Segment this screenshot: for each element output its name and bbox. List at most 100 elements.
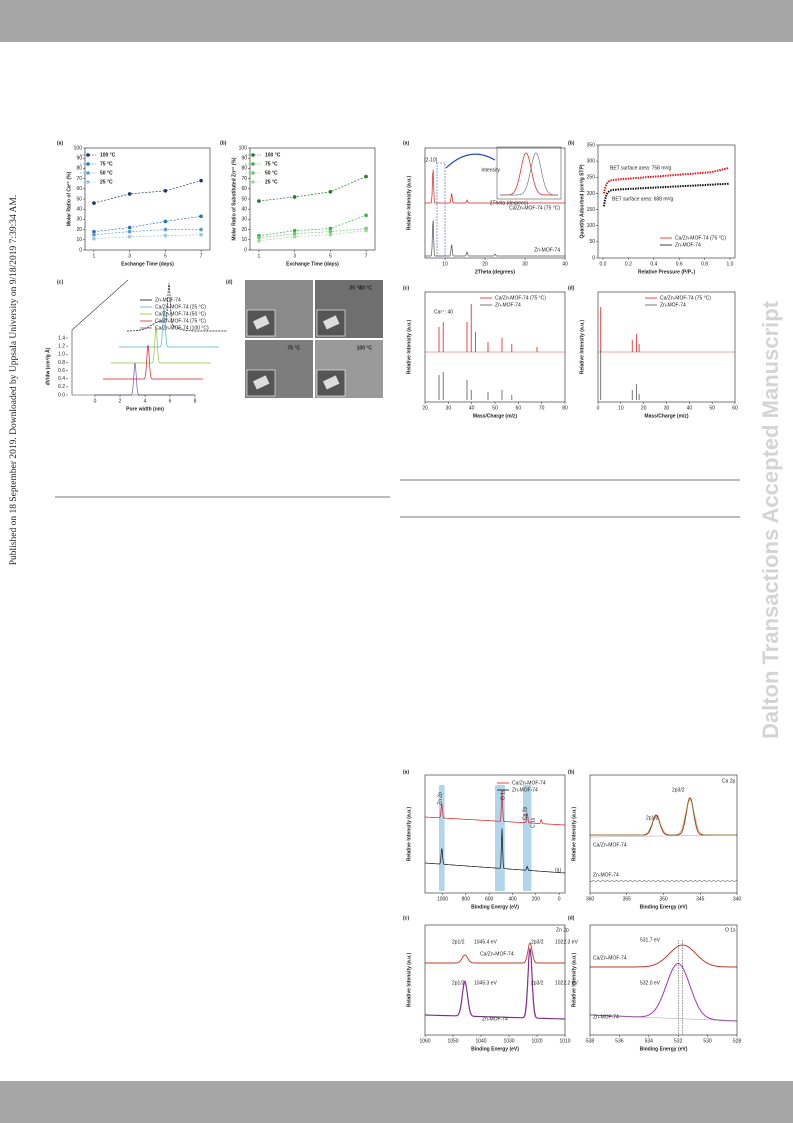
data-point (127, 234, 132, 239)
x-tick-label: 0 (597, 405, 600, 411)
x-tick-label: 5 (164, 253, 167, 259)
annotation: Zn-MOF-74 (534, 247, 560, 253)
x-tick-label: 1020 (531, 1038, 542, 1044)
y-tick-label: 30 (76, 217, 82, 223)
y-tick-label: 1.2 (58, 343, 65, 349)
data-point (292, 231, 297, 236)
annotation: BET surface area: 688 m²/g (612, 196, 674, 202)
x-tick-label: 350 (659, 896, 668, 902)
x-tick-label: 532 (674, 1038, 683, 1044)
y-axis-label: Relative Intensity (a.u.) (406, 952, 412, 1007)
series-line (93, 229, 202, 236)
x-tick-label: 0 (558, 896, 561, 902)
header-bar (0, 0, 793, 42)
annotation: O 1s (725, 927, 736, 933)
legend-label: Zn-MOF-74 (495, 302, 521, 308)
x-tick-label: 20 (641, 405, 647, 411)
annotation: 532.0 eV (640, 980, 661, 986)
legend-label: Ca/Zn-MOF-74 (512, 780, 546, 786)
annotation: Ca²⁺: 40 (434, 309, 453, 315)
data-point (364, 174, 368, 179)
watermark: Dalton Transactions Accepted Manuscript (758, 300, 783, 739)
annotation: Zn-MOF-74 (593, 872, 619, 878)
x-tick-label: 600 (485, 896, 494, 902)
curve (425, 828, 565, 874)
data-point (163, 219, 168, 224)
curve (103, 344, 203, 380)
series-line (93, 215, 202, 232)
highlight (436, 162, 446, 257)
data-point (364, 228, 368, 233)
y-tick-label: 60 (76, 186, 82, 192)
data-point (364, 213, 368, 218)
y-tick-label: 350 (587, 142, 596, 148)
legend-label: Ca/Zn-MOF-74 (100 °C) (155, 325, 209, 331)
x-tick-label: 1050 (447, 1038, 458, 1044)
y-axis-label: Relative Intensity (a.u.) (406, 319, 412, 374)
x-axis-label: Mass/Charge (m/z) (473, 413, 518, 419)
y-tick-label: 30 (241, 217, 247, 223)
x-tick-label: 3 (293, 253, 296, 259)
annotation: Zn 2p (556, 927, 569, 933)
y-tick-label: 0 (592, 255, 595, 261)
x-tick-label: 40 (687, 405, 693, 411)
annotation: 531.7 eV (640, 937, 661, 943)
annotation: Ca/Zn-MOF-74 (75 °C) (509, 205, 560, 211)
panel-label: (d) (568, 285, 575, 291)
x-tick-label: 0 (94, 398, 97, 404)
x-tick-label: 345 (696, 896, 705, 902)
legend-label: 50 °C (100, 170, 113, 176)
x-tick-label: 40 (562, 261, 568, 267)
x-tick-label: 5 (329, 253, 332, 259)
y-tick-label: 100 (587, 223, 596, 229)
x-tick-label: 1010 (559, 1038, 570, 1044)
data-point (92, 236, 96, 241)
annotation: 2p3/2 (531, 939, 544, 945)
x-tick-label: 60 (732, 405, 738, 411)
annotation: 1045.3 eV (474, 980, 497, 986)
plot-frame (597, 144, 736, 259)
x-tick-label: 1000 (437, 896, 448, 902)
x-tick-label: 3 (128, 253, 131, 259)
data-point (328, 229, 333, 234)
data-point (163, 233, 168, 238)
crystal (322, 315, 340, 330)
legend-label: 100 °C (265, 152, 281, 158)
y-axis-label: Relative Intensity (a.u.) (571, 952, 577, 1007)
data-point (292, 228, 297, 233)
crystal (252, 375, 270, 390)
annotation: Ca/Zn-MOF-74 (593, 955, 627, 961)
panel-label: (d) (226, 279, 233, 285)
curve (425, 169, 565, 204)
band (523, 785, 532, 891)
panel-label: (c) (57, 279, 63, 285)
curve (425, 949, 565, 1020)
panel-label: (d) (568, 915, 575, 921)
curve (590, 944, 737, 968)
plot-frame (424, 147, 566, 259)
x-tick-label: 0.2 (625, 261, 632, 267)
legend-label: Ca/Zn-MOF-74 (75 °C) (495, 295, 546, 301)
panel-label: (b) (220, 140, 227, 146)
data-point (328, 226, 333, 231)
y-axis-label: Molar Ratio of Ca²⁺ (%) (66, 171, 72, 226)
axis (71, 279, 129, 331)
x-tick-label: 800 (462, 896, 471, 902)
x-axis-label: Relative Pressure (P/P₀) (638, 269, 695, 275)
legend-label: Ca/Zn-MOF-74 (25 °C) (155, 304, 206, 310)
x-tick-label: 20 (482, 261, 488, 267)
curve (425, 220, 565, 257)
y-tick-label: 20 (76, 227, 82, 233)
y-tick-label: 0.0 (58, 392, 65, 398)
legend-label: Zn-MOF-74 (675, 242, 701, 248)
y-tick-label: 0.6 (58, 368, 65, 374)
x-axis-label: 2Theta (degrees) (475, 269, 515, 275)
curve (500, 152, 558, 196)
x-tick-label: 30 (664, 405, 670, 411)
x-tick-label: 4 (144, 398, 147, 404)
annotation: 1045.4 eV (474, 939, 497, 945)
data-point (257, 199, 261, 203)
x-tick-label: 400 (508, 896, 517, 902)
series-line (258, 176, 367, 202)
